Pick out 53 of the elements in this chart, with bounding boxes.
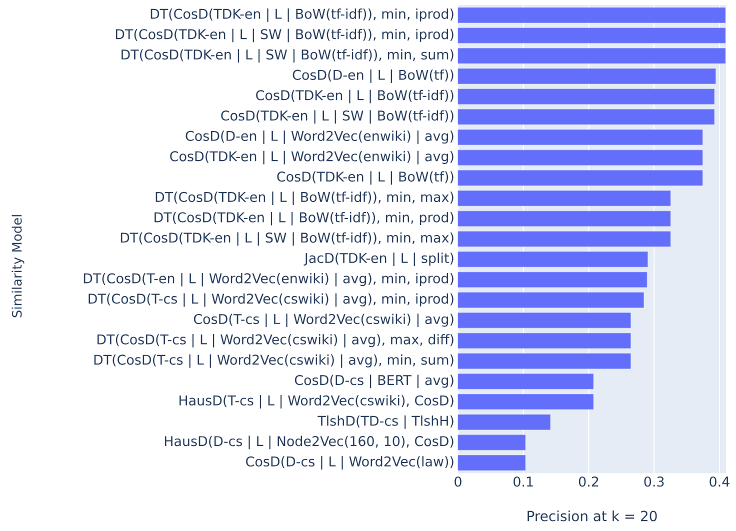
y-tick-label: CosD(D-en | L | BoW(tf)) [292,69,454,83]
bar [458,272,648,288]
y-tick-label: DT(CosD(TDK-en | L | BoW(tf-idf)), min, max) [156,192,454,206]
y-tick-label: DT(CosD(T-en | L | Word2Vec(enwiki) | avg), min, iprod) [84,272,454,286]
bar [458,68,716,84]
y-tick-label: CosD(D-cs | BERT | avg) [294,374,454,388]
bar [458,394,594,410]
bar [458,190,671,206]
x-tick-label: 0.4 [710,476,730,487]
bar [458,231,671,247]
y-tick-label: CosD(TDK-en | L | Word2Vec(enwiki) | avg) [170,150,454,164]
bar [458,353,631,369]
y-tick-label: DT(CosD(TDK-en | L | SW | BoW(tf-idf)), min, max) [120,232,454,246]
bar [458,150,703,166]
y-axis-title: Similarity Model [12,215,24,318]
bar [458,210,671,226]
x-tick-label: 0 [454,476,462,487]
y-tick-label: CosD(TDK-en | L | BoW(tf)) [277,171,454,185]
y-tick-label: CosD(D-cs | L | Word2Vec(law)) [246,456,454,470]
bar [458,252,648,268]
y-tick-label: DT(CosD(TDK-en | L | SW | BoW(tf-idf)), min, iprod) [116,28,454,42]
bar [458,292,644,308]
y-tick-label: CosD(D-en | L | Word2Vec(enwiki) | avg) [186,130,454,144]
bar [458,7,726,23]
bar [458,130,703,145]
y-tick-label: TlshD(TD-cs | TlshH) [318,415,454,429]
y-tick-label: CosD(TDK-en | L | BoW(tf-idf)) [256,90,454,104]
bar [458,88,714,104]
bar [458,414,550,430]
bar [458,455,526,471]
x-tick-label: 0.2 [578,476,598,487]
bar [458,170,703,186]
x-tick-label: 0.1 [514,476,533,487]
x-tick-label: 0.3 [644,476,664,487]
x-axis-title: Precision at k = 20 [528,510,657,522]
y-tick-label: JacD(TDK-en | L | split) [304,252,454,266]
y-tick-label: CosD(T-cs | L | Word2Vec(cswiki) | avg) [194,314,454,328]
y-tick-label: DT(CosD(T-cs | L | Word2Vec(cswiki) | avg), max, diff) [98,334,454,348]
y-tick-label: DT(CosD(TDK-en | L | SW | BoW(tf-idf)), min, sum) [122,49,454,63]
y-tick-label: DT(CosD(T-cs | L | Word2Vec(cswiki) | avg), min, sum) [94,354,454,368]
y-tick-label: DT(CosD(TDK-en | L | BoW(tf-idf)), min, iprod) [150,8,454,22]
y-tick-label: DT(CosD(T-cs | L | Word2Vec(cswiki) | avg), min, iprod) [88,293,454,307]
y-tick-label: HausD(D-cs | L | Node2Vec(160, 10), CosD) [164,436,454,450]
bar [458,48,726,64]
y-tick-label: CosD(TDK-en | L | SW | BoW(tf-idf)) [221,110,454,124]
bar [458,109,714,125]
y-tick-label: DT(CosD(TDK-en | L | BoW(tf-idf)), min, prod) [154,212,454,226]
bar [458,312,631,328]
bar [458,333,631,348]
bar [458,374,594,390]
bar [458,434,526,450]
y-tick-label: HausD(T-cs | L | Word2Vec(cswiki), CosD) [180,395,454,408]
bar [458,28,726,44]
